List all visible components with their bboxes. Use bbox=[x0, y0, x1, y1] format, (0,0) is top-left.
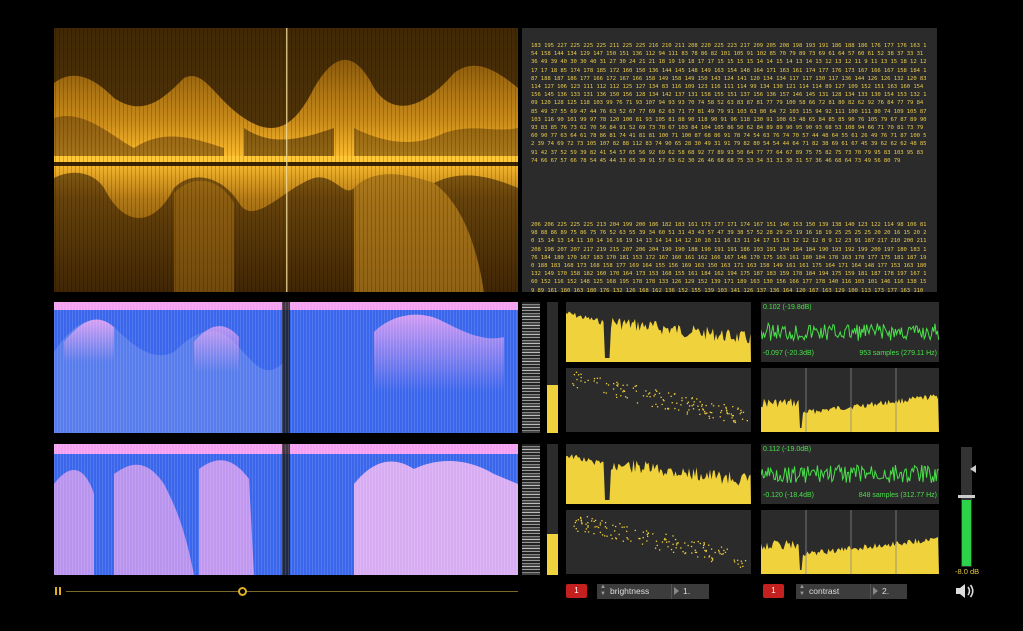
brightness-param-label: brightness bbox=[610, 586, 650, 596]
contrast-param-menu[interactable]: ▲ ▼ contrast bbox=[796, 584, 870, 599]
oscilloscope-2: 0.112 (-19.0dB) -0.120 (-18.4dB) 848 sam… bbox=[761, 444, 939, 504]
scope-2-max-label: 0.112 (-19.0dB) bbox=[763, 446, 812, 453]
volume-marker-icon bbox=[970, 465, 976, 473]
speaker-icon[interactable] bbox=[955, 582, 977, 600]
spectrum-plot-2 bbox=[566, 444, 751, 504]
scope-1-min-label: -0.097 (-20.3dB) bbox=[763, 350, 814, 357]
main-image-view bbox=[54, 28, 518, 292]
pixel-values-block-2: 206 206 225 225 225 213 204 199 200 186 … bbox=[531, 222, 927, 292]
scatter-plot-2 bbox=[566, 510, 751, 574]
scatter-plot-1 bbox=[566, 368, 751, 432]
oscilloscope-1: 0.102 (-19.8dB) -0.097 (-20.3dB) 953 sam… bbox=[761, 302, 939, 362]
scope-1-samples-label: 953 samples (279.11 Hz) bbox=[859, 350, 937, 357]
scope-1-max-label: 0.102 (-19.8dB) bbox=[763, 304, 812, 311]
spectrum-plot-1 bbox=[566, 302, 751, 362]
pause-icon[interactable] bbox=[55, 587, 63, 596]
brightness-value: 1. bbox=[683, 586, 691, 596]
brightness-param-menu[interactable]: ▲ ▼ brightness bbox=[597, 584, 671, 599]
contrast-param-label: contrast bbox=[809, 586, 840, 596]
brightness-toggle-button[interactable]: 1 bbox=[566, 584, 587, 598]
playback-position-knob[interactable] bbox=[238, 587, 248, 596]
contrast-value: 2. bbox=[882, 586, 890, 596]
volume-slider-thumb[interactable] bbox=[958, 495, 975, 498]
level-meter-1 bbox=[547, 302, 558, 433]
histogram-strip-2 bbox=[522, 444, 540, 575]
level-meter-1-fill bbox=[547, 384, 558, 433]
contrast-value-box[interactable]: 2. bbox=[870, 584, 907, 599]
play-triangle-icon bbox=[873, 587, 878, 595]
scope-2-min-label: -0.120 (-18.4dB) bbox=[763, 492, 814, 499]
ultrasound-image bbox=[54, 28, 518, 292]
contrast-toggle-button[interactable]: 1 bbox=[763, 584, 784, 598]
pixel-values-panel: 183 195 227 225 225 225 211 225 225 216 … bbox=[522, 28, 937, 292]
level-meter-2 bbox=[547, 444, 558, 575]
updown-arrows-icon: ▲ ▼ bbox=[799, 584, 805, 597]
volume-db-label: -8.0 dB bbox=[955, 567, 980, 576]
play-triangle-icon bbox=[674, 587, 679, 595]
histogram-strip-1 bbox=[522, 302, 540, 433]
playback-scrubber[interactable] bbox=[66, 591, 518, 592]
spectrogram-view-1 bbox=[54, 302, 518, 433]
volume-level-fill bbox=[962, 500, 971, 566]
level-meter-2-fill bbox=[547, 534, 558, 575]
pixel-values-block-1: 183 195 227 225 225 225 211 225 225 216 … bbox=[531, 43, 927, 164]
spectrogram-view-2 bbox=[54, 444, 518, 575]
brightness-value-box[interactable]: 1. bbox=[671, 584, 709, 599]
spectrum-bars-1 bbox=[761, 368, 939, 432]
updown-arrows-icon: ▲ ▼ bbox=[600, 584, 606, 597]
scope-2-samples-label: 848 samples (312.77 Hz) bbox=[858, 492, 937, 499]
spectrum-bars-2 bbox=[761, 510, 939, 574]
